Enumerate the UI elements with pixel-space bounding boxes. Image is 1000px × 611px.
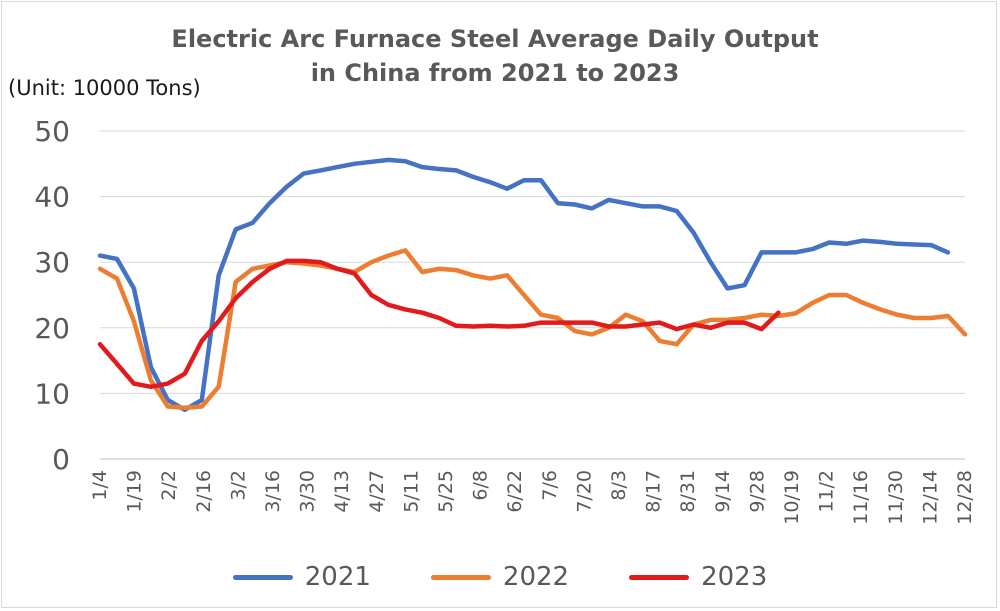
chart-title-line1: Electric Arc Furnace Steel Average Daily… [171, 25, 819, 53]
x-tick-label: 7/6 [539, 470, 561, 501]
legend-swatch [430, 574, 491, 580]
legend-swatch [629, 574, 690, 580]
legend-label: 2021 [304, 562, 371, 592]
legend-label: 2022 [502, 562, 570, 592]
x-tick-label: 7/20 [573, 470, 595, 513]
x-tick-label: 10/19 [781, 470, 803, 525]
x-tick-label: 3/30 [297, 470, 319, 513]
x-tick-label: 12/28 [954, 470, 976, 525]
x-tick-label: 8/3 [608, 470, 630, 501]
chart-title: Electric Arc Furnace Steel Average Daily… [100, 22, 890, 90]
series-line-2022 [97, 248, 968, 411]
unit-label: (Unit: 10000 Tons) [8, 76, 201, 100]
x-tick-label: 12/14 [919, 470, 941, 525]
legend: 2021 2022 2023 [0, 560, 1000, 594]
x-tick-label: 5/25 [435, 470, 457, 513]
x-tick-label: 9/28 [746, 470, 768, 513]
x-tick-label: 6/22 [504, 470, 526, 513]
chart-title-line2: in China from 2021 to 2023 [310, 59, 680, 87]
legend-swatch [232, 574, 293, 580]
legend-label: 2023 [701, 562, 768, 592]
x-tick-label: 6/8 [470, 470, 492, 501]
x-tick-label: 5/11 [400, 470, 422, 513]
x-tick-label: 11/16 [850, 470, 872, 525]
x-tick-label: 9/14 [712, 470, 734, 513]
legend-item-2022: 2022 [430, 562, 570, 592]
x-tick-label: 1/4 [89, 470, 111, 501]
x-tick-label: 11/2 [816, 470, 838, 513]
legend-item-2023: 2023 [629, 562, 767, 592]
y-tick-label: 20 [34, 312, 70, 345]
x-tick-label: 11/30 [885, 470, 907, 525]
y-tick-label: 10 [34, 377, 70, 410]
x-tick-label: 2/16 [193, 470, 215, 513]
x-tick-label: 8/17 [643, 470, 665, 513]
x-tick-label: 4/27 [366, 470, 388, 513]
x-tick-label: 8/31 [677, 470, 699, 513]
x-tick-label: 3/16 [262, 470, 284, 513]
y-tick-label: 30 [34, 246, 70, 279]
y-tick-label: 40 [34, 181, 70, 214]
x-tick-label: 4/13 [331, 470, 353, 513]
series-line-2023 [97, 258, 781, 390]
y-tick-label: 50 [34, 115, 70, 148]
x-tick-label: 3/2 [227, 470, 249, 501]
y-tick-label: 0 [52, 443, 70, 476]
x-tick-label: 1/19 [124, 470, 146, 513]
legend-item-2021: 2021 [232, 562, 371, 592]
series-line-2021 [97, 157, 951, 413]
x-tick-label: 2/2 [158, 470, 180, 501]
